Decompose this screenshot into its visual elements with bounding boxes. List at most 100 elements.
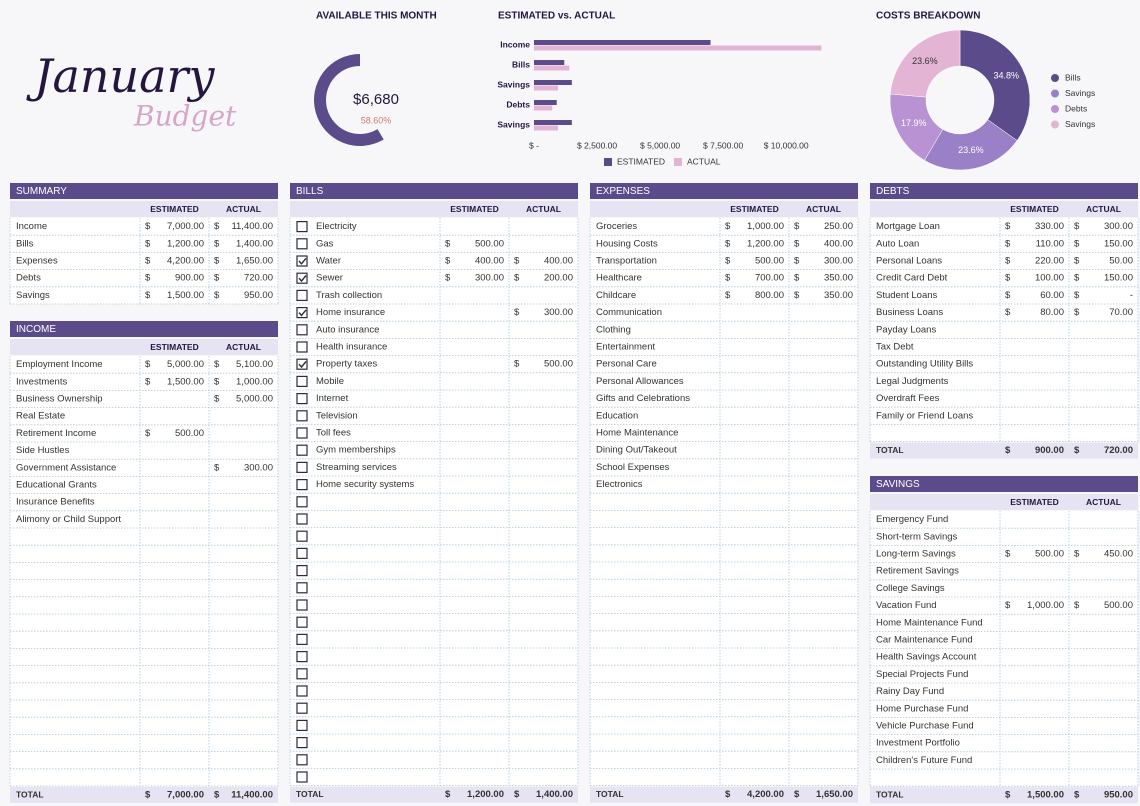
checkbox[interactable] <box>296 616 308 628</box>
row-label: Sewer <box>316 273 343 284</box>
checkbox[interactable] <box>296 547 308 560</box>
currency-symbol: $ <box>1005 238 1011 249</box>
checkbox[interactable] <box>296 444 308 456</box>
currency-symbol: $ <box>145 238 151 249</box>
bar <box>534 105 553 111</box>
amount: 300.00 <box>824 256 853 267</box>
checkbox[interactable] <box>296 736 308 749</box>
checkbox[interactable] <box>296 427 308 439</box>
row-label: Business Ownership <box>16 394 103 405</box>
checkbox[interactable] <box>296 307 308 319</box>
checkbox[interactable] <box>296 289 308 301</box>
currency-symbol: $ <box>214 273 220 284</box>
amount: 1,000.00 <box>747 221 784 232</box>
row-label: Credit Card Debt <box>876 273 948 284</box>
checkbox[interactable] <box>296 324 308 336</box>
checkbox[interactable] <box>296 564 308 577</box>
x-tick-label: $ 5,000.00 <box>640 140 680 150</box>
amount: 900.00 <box>1035 445 1064 456</box>
checkbox[interactable] <box>296 530 308 542</box>
section-title: SAVINGS <box>876 479 920 490</box>
row-label: Auto insurance <box>316 324 379 335</box>
row-label: Investment Portfolio <box>876 738 960 749</box>
checkbox[interactable] <box>296 461 308 473</box>
checkbox[interactable] <box>296 599 308 611</box>
checkbox[interactable] <box>296 685 308 697</box>
checkbox[interactable] <box>296 582 308 594</box>
amount: 500.00 <box>755 256 784 267</box>
amount: 110.00 <box>1036 238 1064 249</box>
currency-symbol: $ <box>1005 256 1011 267</box>
row-label: Expenses <box>16 256 58 267</box>
checkbox[interactable] <box>296 771 308 783</box>
amount: 1,200.00 <box>747 238 784 249</box>
y-tick-label: Bills <box>512 59 530 69</box>
checkbox[interactable] <box>296 393 308 405</box>
amount: 60.00 <box>1040 290 1064 301</box>
checkbox[interactable] <box>296 719 308 732</box>
section-title: INCOME <box>16 324 56 335</box>
chart-title: AVAILABLE THIS MONTH <box>316 11 437 22</box>
row-label: Personal Loans <box>876 256 942 267</box>
currency-symbol: $ <box>794 238 800 249</box>
currency-symbol: $ <box>1074 221 1080 232</box>
amount: 400.00 <box>824 238 853 249</box>
checkbox[interactable] <box>296 513 308 525</box>
amount: 1,400.00 <box>236 238 273 249</box>
bar <box>534 45 822 51</box>
legend-label: Debts <box>1065 103 1087 113</box>
row-label: Retirement Savings <box>876 566 959 577</box>
amount: 1,200.00 <box>467 789 504 800</box>
amount: 300.00 <box>244 462 273 473</box>
checkbox[interactable] <box>296 496 308 508</box>
amount: 1,650.00 <box>816 789 853 800</box>
checkbox[interactable] <box>296 633 308 646</box>
checkbox[interactable] <box>296 255 308 267</box>
column-header-row <box>10 339 278 355</box>
row-label: Personal Care <box>596 359 657 370</box>
checkbox[interactable] <box>296 375 308 387</box>
currency-symbol: $ <box>725 256 731 267</box>
checkmark <box>298 275 307 283</box>
table-body <box>870 218 1138 442</box>
row-label: Entertainment <box>596 342 656 353</box>
section-header <box>870 183 1138 199</box>
amount: 500.00 <box>175 428 204 439</box>
checkbox[interactable] <box>296 238 308 250</box>
amount: 5,000.00 <box>236 394 273 405</box>
checkbox[interactable] <box>296 479 308 491</box>
checkbox[interactable] <box>296 341 308 353</box>
row-label: Toll fees <box>316 428 351 439</box>
row-label: Legal Judgments <box>876 376 949 387</box>
row-label: Bills <box>16 238 34 249</box>
checkbox[interactable] <box>296 754 308 766</box>
amount: 4,200.00 <box>747 789 784 800</box>
amount: 400.00 <box>475 256 504 267</box>
row-label: Electricity <box>316 221 357 232</box>
y-tick-label: Savings <box>497 79 530 89</box>
checkbox[interactable] <box>296 410 308 422</box>
currency-symbol: $ <box>1074 238 1080 249</box>
row-label: Real Estate <box>16 411 65 422</box>
amount: 450.00 <box>1104 549 1133 560</box>
amount: 150.00 <box>1104 273 1133 284</box>
bar <box>534 65 570 71</box>
checkbox[interactable] <box>296 221 308 233</box>
row-label: Trash collection <box>316 290 382 301</box>
amount: 7,000.00 <box>167 221 204 232</box>
checkbox[interactable] <box>296 702 308 714</box>
section-header <box>870 476 1138 492</box>
total-row <box>590 786 858 803</box>
amount: 950.00 <box>1104 790 1133 801</box>
amount: 1,000.00 <box>1027 600 1064 611</box>
checkbox[interactable] <box>296 358 308 370</box>
checkbox[interactable] <box>296 650 308 663</box>
currency-symbol: $ <box>145 376 151 387</box>
row-label: Educational Grants <box>16 480 97 491</box>
legend-swatch <box>1051 120 1059 129</box>
checkbox[interactable] <box>296 668 308 680</box>
row-label: Water <box>316 256 341 267</box>
amount: 350.00 <box>824 290 853 301</box>
checkbox[interactable] <box>296 272 308 284</box>
amount: 70.00 <box>1109 307 1133 318</box>
